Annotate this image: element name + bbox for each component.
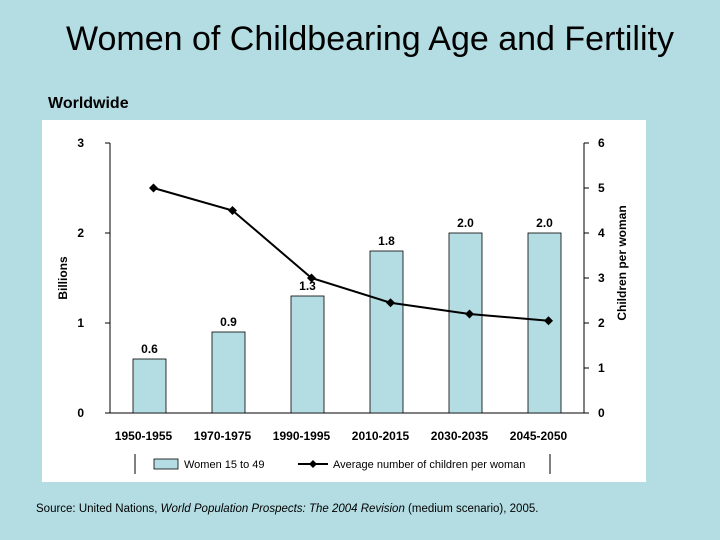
chart-subtitle: Worldwide [48,95,129,112]
fertility-marker [465,309,474,319]
right-tick-label: 3 [598,271,605,285]
chart-title: Women of Childbearing Age and Fertility [66,20,674,58]
right-tick-label: 2 [598,316,605,330]
right-tick-label: 6 [598,136,605,150]
combo-chart: 0 1 2 3 0 1 2 3 4 5 6 Billions Children per woman 0.6… [56,136,629,474]
right-tick-label: 5 [598,181,605,195]
legend-swatch-bar [153,458,179,470]
chart-panel: 0 1 2 3 0 1 2 3 4 5 6 Billions Children per woman 0.6… [42,120,646,482]
left-tick-label: 2 [77,226,84,240]
bar-data-label: 1.8 [378,234,395,248]
x-tick-label: 1990-1995 [273,429,331,443]
bar [527,232,562,414]
legend-label-line: Average number of children per woman [333,459,525,471]
legend-label-bar: Women 15 to 49 [184,459,265,471]
source-prefix: Source: United Nations, [36,503,161,515]
bar-data-label: 1.3 [299,279,316,293]
right-tick-label: 4 [598,226,605,240]
fertility-line [153,187,549,322]
x-tick-label: 2010-2015 [352,429,410,443]
bar-data-label: 0.9 [220,315,237,329]
left-tick-label: 0 [77,406,84,420]
bar-data-label: 0.6 [141,342,158,356]
left-axis-title: Billions [56,256,70,300]
fertility-marker [386,298,395,308]
source-note: Source: United Nations, World Population… [36,503,538,515]
bar [290,295,325,414]
right-axis-title: Children per woman [615,205,629,320]
right-tick-label: 1 [598,361,605,375]
x-tick-label: 1950-1955 [115,429,173,443]
source-publication: World Population Prospects: The 2004 Rev… [160,503,405,515]
source-suffix: (medium scenario), 2005. [404,503,539,515]
fertility-marker [149,183,158,193]
bar [211,331,246,414]
bar-data-label: 2.0 [536,216,553,230]
bar [369,250,404,414]
left-tick-label: 3 [77,136,84,150]
bar [132,358,167,414]
fertility-marker [228,206,237,215]
legend-swatch-marker [309,460,317,468]
left-tick-label: 1 [77,316,84,330]
right-tick-label: 0 [598,406,605,420]
bar-data-label: 2.0 [457,216,474,230]
fertility-marker [544,316,553,326]
bar [448,232,483,414]
x-tick-label: 2030-2035 [431,429,489,443]
x-tick-label: 2045-2050 [510,429,568,443]
fertility-marker [307,273,316,283]
x-tick-label: 1970-1975 [194,429,252,443]
